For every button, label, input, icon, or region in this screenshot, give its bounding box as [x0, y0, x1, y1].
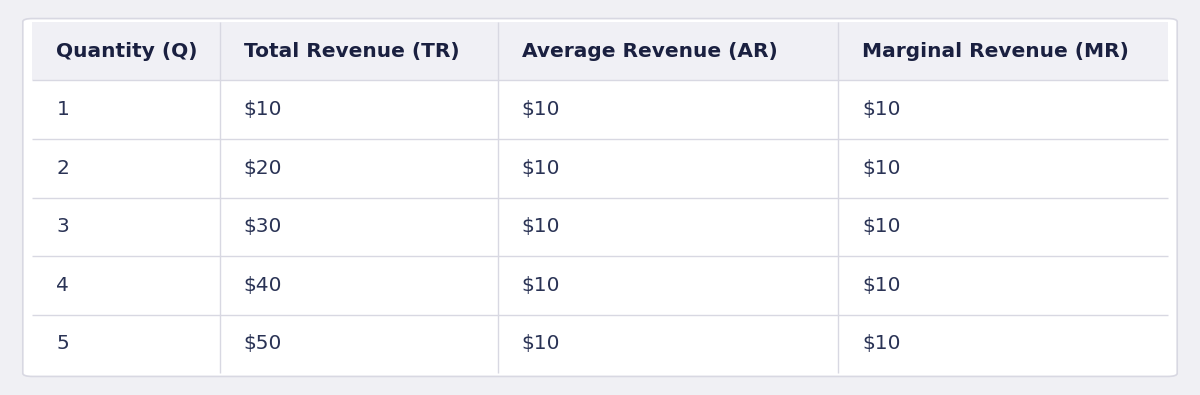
- Text: 4: 4: [56, 276, 70, 295]
- Text: $40: $40: [244, 276, 282, 295]
- Text: $10: $10: [863, 159, 901, 178]
- Text: $50: $50: [244, 335, 282, 354]
- Text: $10: $10: [522, 276, 560, 295]
- Text: $10: $10: [863, 276, 901, 295]
- Text: Average Revenue (AR): Average Revenue (AR): [522, 41, 778, 60]
- Text: 1: 1: [56, 100, 70, 119]
- Text: Marginal Revenue (MR): Marginal Revenue (MR): [863, 41, 1129, 60]
- Bar: [32, 22, 1168, 80]
- Text: 3: 3: [56, 217, 70, 236]
- Text: $10: $10: [522, 217, 560, 236]
- Text: $10: $10: [863, 335, 901, 354]
- Text: $10: $10: [863, 100, 901, 119]
- Text: $20: $20: [244, 159, 282, 178]
- Text: $10: $10: [522, 335, 560, 354]
- Text: $10: $10: [863, 217, 901, 236]
- Text: 5: 5: [56, 335, 70, 354]
- Text: $10: $10: [244, 100, 282, 119]
- Text: Total Revenue (TR): Total Revenue (TR): [244, 41, 460, 60]
- Text: $10: $10: [522, 159, 560, 178]
- Text: Quantity (Q): Quantity (Q): [56, 41, 198, 60]
- FancyBboxPatch shape: [23, 19, 1177, 376]
- Text: $30: $30: [244, 217, 282, 236]
- Text: $10: $10: [522, 100, 560, 119]
- Text: 2: 2: [56, 159, 70, 178]
